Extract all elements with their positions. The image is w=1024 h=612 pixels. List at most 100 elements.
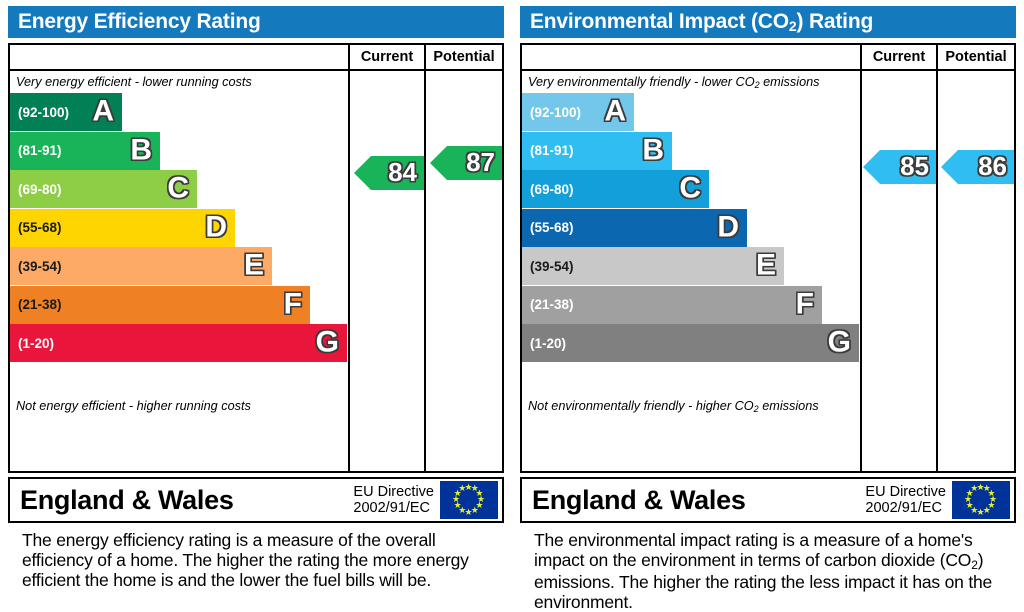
band-a-range: (92-100): [530, 104, 582, 120]
band-c: (69-80) C: [522, 170, 709, 208]
environmental-footer: England & Wales EU Directive 2002/91/EC …: [520, 477, 1016, 523]
environmental-panel-title: Environmental Impact (CO2) Rating: [520, 6, 1016, 38]
band-b-letter: B: [642, 132, 664, 166]
environmental-current-header: Current: [862, 45, 936, 71]
environmental-directive-line-2: 2002/91/EC: [865, 500, 943, 516]
energy-bottom-note: Not energy efficient - higher running co…: [16, 399, 251, 413]
band-d-range: (55-68): [530, 220, 574, 235]
energy-potential-rating-value: 87: [466, 147, 495, 177]
environmental-rating-chart: Very environmentally friendly - lower CO…: [520, 43, 1016, 473]
band-c-range: (69-80): [18, 181, 62, 197]
band-d: (55-68) D: [522, 208, 747, 247]
environmental-bottom-note-post: emissions: [758, 399, 819, 413]
band-b-range: (81-91): [530, 143, 574, 158]
band-c: (69-80) C: [10, 170, 197, 208]
band-e: (39-54) E: [10, 247, 272, 285]
environmental-potential-rating-badge: 86: [941, 150, 1014, 184]
environmental-title-post: ) Rating: [796, 10, 874, 33]
environmental-caption-pre: The environmental impact rating is a mea…: [534, 530, 973, 570]
band-f: (21-38) F: [10, 285, 310, 324]
environmental-region-label: England & Wales: [532, 484, 746, 515]
environmental-current-column: Current 85: [860, 45, 936, 471]
band-g-letter: G: [827, 325, 851, 359]
environmental-top-note: Very environmentally friendly - lower CO…: [522, 71, 860, 93]
band-e-letter: E: [755, 248, 776, 282]
energy-caption: The energy efficiency rating is a measur…: [22, 530, 469, 590]
environmental-bands-column: Very environmentally friendly - lower CO…: [522, 45, 860, 471]
environmental-top-note-post: emissions: [759, 75, 820, 89]
environmental-potential-rating-value: 86: [978, 151, 1007, 181]
environmental-bottom-note-pre: Not environmentally friendly - higher CO: [528, 399, 754, 413]
environmental-caption: The environmental impact rating is a mea…: [520, 523, 1016, 612]
energy-panel-title: Energy Efficiency Rating: [8, 6, 504, 38]
band-b-letter: B: [130, 132, 152, 166]
band-g-range: (1-20): [18, 335, 55, 351]
energy-directive-line-1: EU Directive: [353, 484, 434, 500]
environmental-impact-panel: Environmental Impact (CO2) Rating Very e…: [512, 0, 1024, 612]
band-g-letter: G: [315, 325, 339, 359]
environmental-bottom-note-sub: 2: [753, 404, 759, 414]
energy-current-header: Current: [350, 45, 424, 71]
band-c-letter: C: [679, 171, 701, 205]
band-d-letter: D: [205, 209, 227, 243]
environmental-bottom-note: Not environmentally friendly - higher CO…: [522, 395, 860, 417]
energy-potential-rating-badge: 87: [430, 146, 502, 180]
energy-directive-line-2: 2002/91/EC: [353, 500, 431, 516]
band-f-letter: F: [795, 286, 814, 320]
band-c-letter: C: [167, 171, 189, 205]
energy-potential-header: Potential: [426, 45, 502, 71]
eu-flag-icon: ★ ★ ★ ★ ★ ★ ★ ★ ★ ★ ★ ★: [952, 481, 1010, 519]
band-d-range: (55-68): [18, 220, 62, 235]
band-g: (1-20) G: [522, 324, 859, 362]
energy-bands-column: Very energy efficient - lower running co…: [10, 45, 348, 471]
energy-eu-directive: EU Directive 2002/91/EC: [353, 484, 440, 516]
environmental-bands-header: [522, 45, 860, 71]
energy-footer: England & Wales EU Directive 2002/91/EC …: [8, 477, 504, 523]
environmental-current-rating-badge: 85: [863, 150, 936, 184]
energy-current-rating-value: 84: [388, 157, 417, 187]
energy-bands-header: [10, 45, 348, 71]
environmental-potential-header: Potential: [938, 45, 1014, 71]
band-d-letter: D: [717, 209, 739, 243]
band-a: (92-100) A: [10, 93, 122, 131]
band-a-letter: A: [604, 94, 626, 128]
environmental-title-sub: 2: [788, 18, 797, 34]
band-g: (1-20) G: [10, 324, 347, 362]
eu-flag-icon: ★ ★ ★ ★ ★ ★ ★ ★ ★ ★ ★ ★: [440, 481, 498, 519]
energy-top-note: Very energy efficient - lower running co…: [16, 75, 252, 89]
energy-region-label: England & Wales: [20, 484, 234, 515]
band-e-range: (39-54): [18, 258, 62, 274]
environmental-bands-list: (92-100) A (81-91) B (69-80) C (55-68) D (39-54)…: [522, 93, 860, 395]
band-e-letter: E: [243, 248, 264, 282]
band-b: (81-91) B: [10, 131, 160, 170]
band-b-range: (81-91): [18, 143, 62, 158]
energy-current-column: Current 84: [348, 45, 424, 471]
environmental-top-note-pre: Very environmentally friendly - lower CO: [528, 75, 755, 89]
band-g-range: (1-20): [530, 335, 567, 351]
environmental-directive-line-1: EU Directive: [865, 484, 946, 500]
environmental-top-note-sub: 2: [754, 80, 760, 90]
band-f-range: (21-38): [18, 297, 62, 312]
environmental-current-rating-value: 85: [900, 151, 929, 181]
environmental-title-pre: Environmental Impact (CO: [530, 10, 789, 33]
band-c-range: (69-80): [530, 181, 574, 197]
band-f: (21-38) F: [522, 285, 822, 324]
energy-current-rating-badge: 84: [354, 156, 424, 190]
band-e-range: (39-54): [530, 258, 574, 274]
band-a: (92-100) A: [522, 93, 634, 131]
environmental-potential-column: Potential 86: [936, 45, 1014, 471]
band-b: (81-91) B: [522, 131, 672, 170]
band-a-range: (92-100): [18, 104, 70, 120]
energy-potential-column: Potential 87: [424, 45, 502, 471]
band-d: (55-68) D: [10, 208, 235, 247]
energy-efficiency-panel: Energy Efficiency Rating Very energy eff…: [0, 0, 512, 590]
band-f-letter: F: [283, 286, 302, 320]
environmental-caption-sub: 2: [971, 558, 978, 572]
energy-rating-chart: Very energy efficient - lower running co…: [8, 43, 504, 473]
band-e: (39-54) E: [522, 247, 784, 285]
environmental-eu-directive: EU Directive 2002/91/EC: [865, 484, 952, 516]
band-f-range: (21-38): [530, 297, 574, 312]
band-a-letter: A: [92, 94, 114, 128]
energy-bands-list: (92-100) A (81-91) B (69-80) C (55-68) D (39-54)…: [10, 93, 348, 395]
